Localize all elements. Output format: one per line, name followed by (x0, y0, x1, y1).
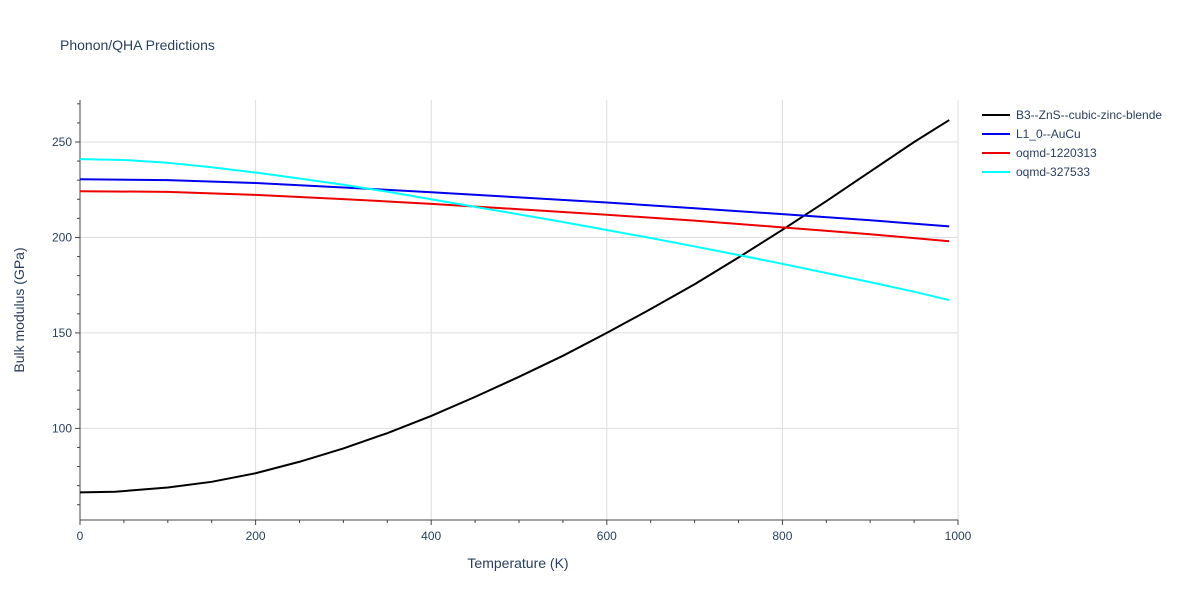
legend[interactable]: B3--ZnS--cubic-zinc-blende L1_0--AuCuoqmd… (982, 108, 1162, 179)
x-tick-label: 800 (772, 529, 792, 543)
y-tick-label: 250 (52, 135, 72, 149)
grid-lines (80, 100, 959, 520)
y-axis-title: Bulk modulus (GPa) (11, 247, 27, 372)
chart-title: Phonon/QHA Predictions (60, 37, 215, 53)
y-axis-ticks: 100 150 200 250 (52, 103, 80, 506)
legend-item-4[interactable]: oqmd-327533 (982, 165, 1090, 179)
x-axis-ticks: 0 200 400 600 800 1000 (77, 520, 972, 543)
series-line-3 (79, 190, 950, 243)
x-tick-label: 1000 (945, 529, 972, 543)
series-line-1 (79, 119, 950, 494)
legend-item-2[interactable]: L1_0--AuCu (982, 127, 1081, 141)
axes (79, 100, 958, 521)
x-tick-label: 0 (77, 529, 84, 543)
x-tick-label: 200 (246, 529, 266, 543)
y-tick-label: 150 (52, 326, 72, 340)
legend-item-3[interactable]: oqmd-1220313 (982, 146, 1097, 160)
legend-item-1[interactable]: B3--ZnS--cubic-zinc-blende (982, 108, 1162, 122)
x-tick-label: 400 (421, 529, 441, 543)
legend-label: oqmd-1220313 (1016, 146, 1097, 160)
legend-label: B3--ZnS--cubic-zinc-blende (1016, 108, 1162, 122)
legend-label: oqmd-327533 (1016, 165, 1090, 179)
series-line-4 (79, 158, 950, 302)
y-tick-label: 100 (52, 421, 72, 435)
legend-label: L1_0--AuCu (1016, 127, 1081, 141)
x-tick-label: 600 (597, 529, 617, 543)
plot-series (79, 119, 950, 494)
series-line-2 (79, 178, 950, 228)
x-axis-title: Temperature (K) (467, 555, 568, 571)
y-tick-label: 200 (52, 230, 72, 244)
